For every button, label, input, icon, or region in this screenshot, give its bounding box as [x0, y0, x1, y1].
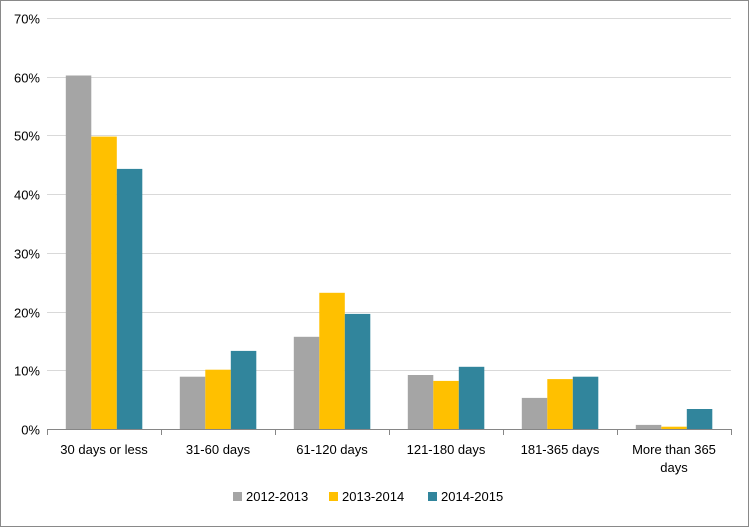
bar: [344, 313, 371, 429]
x-tick-labels: 30 days or less 31-60 days 61-120 days 121-…: [60, 442, 716, 475]
legend-swatch: [428, 492, 437, 501]
x-tick-label: 61-120 days: [296, 442, 368, 457]
legend-swatch: [233, 492, 242, 501]
bar: [521, 397, 548, 429]
legend-label: 2013-2014: [342, 489, 404, 504]
bars: [65, 75, 713, 429]
bar: [116, 168, 143, 429]
bar: [319, 292, 345, 429]
x-tick-label: More than 365 days: [632, 442, 716, 475]
bar: [407, 375, 434, 429]
y-tick-label: 60%: [14, 71, 40, 86]
bar: [635, 424, 662, 429]
bar: [686, 409, 713, 429]
bar: [293, 336, 320, 429]
y-tick-label: 50%: [14, 129, 40, 144]
x-tick-label: 181-365 days: [521, 442, 600, 457]
gridlines: [47, 18, 731, 371]
axes: [47, 429, 732, 435]
bar: [65, 75, 92, 429]
y-tick-label: 70%: [14, 12, 40, 27]
bar: [458, 366, 485, 429]
legend: 2012-2013 2013-2014 2014-2015: [233, 489, 503, 504]
x-tick-label: 30 days or less: [60, 442, 148, 457]
x-tick-label: 121-180 days: [407, 442, 486, 457]
bar: [230, 350, 257, 429]
bar: [179, 376, 206, 429]
legend-label: 2014-2015: [441, 489, 503, 504]
y-tick-label: 30%: [14, 247, 40, 262]
bar: [547, 379, 573, 429]
bar: [205, 369, 231, 429]
bar: [661, 426, 687, 429]
y-tick-label: 10%: [14, 364, 40, 379]
legend-label: 2012-2013: [246, 489, 308, 504]
y-tick-label: 0%: [21, 423, 40, 438]
legend-item: 2013-2014: [329, 489, 404, 504]
x-tick-label: 31-60 days: [186, 442, 251, 457]
legend-swatch: [329, 492, 338, 501]
y-tick-label: 20%: [14, 306, 40, 321]
legend-item: 2014-2015: [428, 489, 503, 504]
y-tick-labels: 0% 10% 20% 30% 40% 50% 60% 70%: [14, 12, 40, 438]
bar: [572, 376, 599, 429]
legend-item: 2012-2013: [233, 489, 308, 504]
bar: [91, 136, 117, 429]
bar: [433, 380, 459, 429]
y-tick-label: 40%: [14, 188, 40, 203]
